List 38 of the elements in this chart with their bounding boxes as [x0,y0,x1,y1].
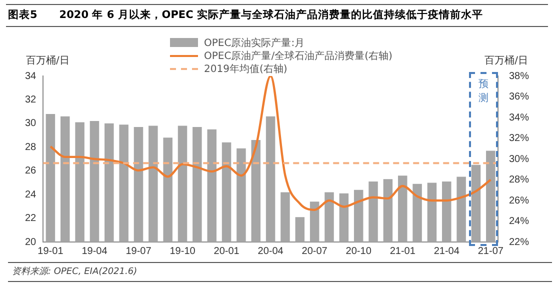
text: 资料来源: OPEC, EIA(2021.6) [8,262,552,282]
y2-axis-title: 百万桶/日 [484,54,528,67]
x-tick-label: 21-04 [434,246,460,257]
y-tick-label: 34 [25,70,37,82]
y2-tick-label: 38% [508,70,530,82]
x-tick-label: 19-04 [82,246,108,257]
chart-title: 图表5 2020 年 6 月以来，OPEC 实际产量与全球石油产品消费量的比值持续低于疫情前水平 [6,4,548,27]
y-tick-label: 22 [25,213,37,224]
y-tick-label: 30 [25,118,37,130]
y-tick-label: 28 [25,142,37,153]
x-tick-label: 20-01 [214,246,240,257]
legend-label: OPEC原油产量/全球石油产品消费量(右轴) [204,50,392,62]
x-tick-label: 21-07 [478,246,504,257]
y2-tick-label: 30% [508,154,530,165]
x-tick-label: 20-04 [258,246,284,257]
x-tick-label: 20-10 [346,246,372,257]
x-tick-label: 21-01 [390,246,416,257]
y-tick-label: 24 [25,189,37,200]
dashed-frame: 预测 [468,72,498,246]
y2-tick-label: 22% [508,236,530,248]
y-tick-label: 26 [25,166,37,177]
y2-tick-label: 36% [508,92,530,102]
y2-tick-label: 26% [508,195,530,206]
y2-tick-label: 32% [508,133,530,144]
annotation: 预测 [477,78,490,106]
y2-tick-label: 34% [508,112,530,124]
y-tick-label: 32 [25,94,37,106]
x-tick-label: 19-07 [126,246,152,257]
y-tick-label: 20 [25,236,37,248]
y2-tick-label: 24% [508,216,530,227]
y-axis-title: 百万桶/日 [26,54,70,67]
line-series [49,76,492,211]
x-tick-label: 19-10 [170,246,196,257]
x-tick-label: 20-07 [302,246,328,257]
x-tick-label: 19-01 [38,246,64,257]
y2-tick-label: 28% [508,174,530,186]
legend-label: OPEC原油实际产量:月 [204,36,305,50]
legend-label: 2019年均值(右轴) [204,62,288,76]
